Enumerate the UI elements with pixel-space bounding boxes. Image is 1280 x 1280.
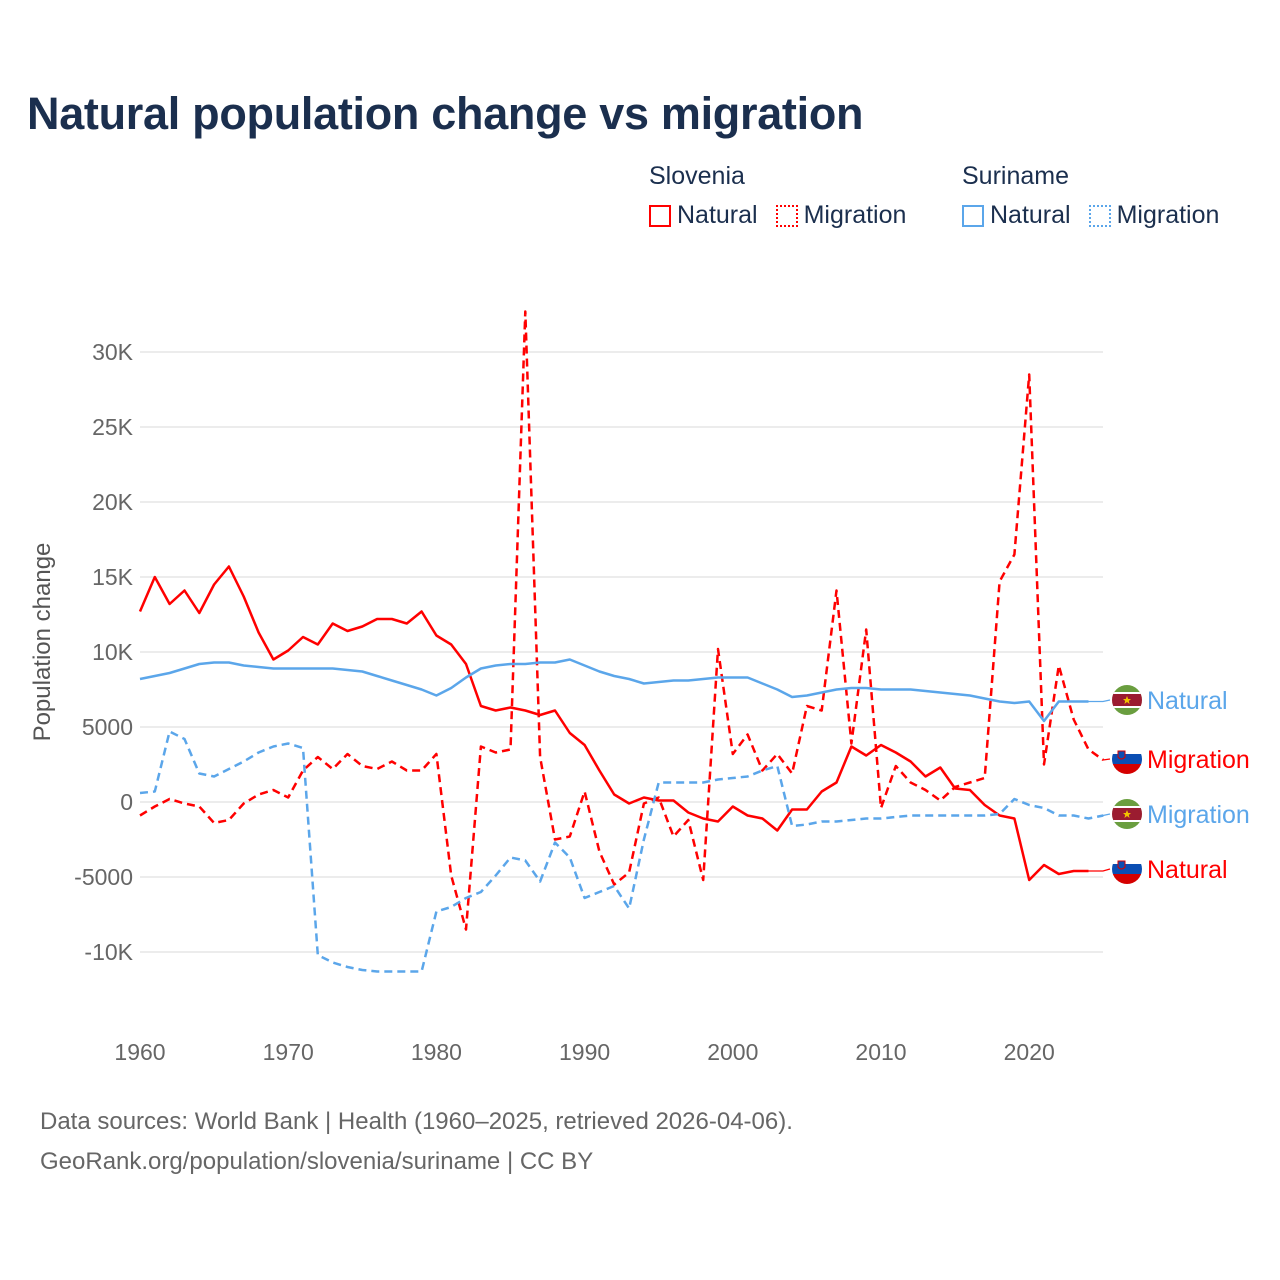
end-label: Migration xyxy=(1147,801,1250,829)
footer-link[interactable]: GeoRank.org/population/slovenia/suriname… xyxy=(40,1148,594,1175)
series-line-suriname-natural xyxy=(139,658,1089,723)
x-tick-label: 1980 xyxy=(411,1039,462,1065)
flag-red xyxy=(1112,764,1142,774)
series-line-slovenia-migration xyxy=(139,310,1105,931)
flag-coat xyxy=(1117,860,1126,870)
end-label: Natural xyxy=(1147,856,1228,884)
x-tick-label: 2000 xyxy=(707,1039,758,1065)
legend-item-slovenia-natural[interactable]: Natural xyxy=(649,201,758,230)
legend-swatch-solid xyxy=(649,204,671,227)
flag-star xyxy=(1123,810,1131,818)
y-axis-label: Population change xyxy=(29,543,56,742)
legend-label: Natural xyxy=(677,201,758,229)
legend-label: Migration xyxy=(803,201,907,229)
legend-item-suriname-migration[interactable]: Migration xyxy=(1088,201,1220,230)
y-tick-label: -5000 xyxy=(74,864,133,890)
flag-stripes xyxy=(1112,854,1142,884)
x-tick-label: 1970 xyxy=(263,1039,314,1065)
label-connector xyxy=(1102,758,1111,761)
y-tick-label: 0 xyxy=(120,789,133,815)
flag-stripes xyxy=(1112,744,1142,774)
end-labels: Natural Migration Migration Natural xyxy=(1088,685,1250,884)
series-lines xyxy=(138,310,1105,973)
legend-group-suriname: Suriname Natural Migration xyxy=(962,162,1219,230)
legend-label: Natural xyxy=(990,201,1071,229)
y-tick-label: 20K xyxy=(92,489,134,515)
flag-stripes xyxy=(1112,685,1142,715)
y-tick-label: 30K xyxy=(92,339,134,365)
flag-white xyxy=(1112,854,1142,864)
x-tick-label: 2020 xyxy=(1004,1039,1055,1065)
y-tick-label: 15K xyxy=(92,564,134,590)
y-axis-ticks: -10K -5000 0 5000 10K 15K 20K 25K 30K xyxy=(74,339,133,965)
legend-swatch-dotted xyxy=(775,204,798,227)
label-connector xyxy=(1102,813,1111,817)
end-label: Migration xyxy=(1147,746,1250,774)
flag-red xyxy=(1112,874,1142,884)
flag-blue xyxy=(1112,754,1142,764)
chart-title: Natural population change vs migration xyxy=(27,88,864,139)
y-tick-label: -10K xyxy=(84,939,133,965)
x-tick-label: 1990 xyxy=(559,1039,610,1065)
suriname-flag-icon xyxy=(1112,685,1142,715)
end-label: Natural xyxy=(1147,687,1228,715)
label-connector xyxy=(1088,868,1111,872)
legend-item-suriname-natural[interactable]: Natural xyxy=(962,201,1071,230)
footer-source: Data sources: World Bank | Health (1960–… xyxy=(40,1108,793,1135)
x-tick-label: 1960 xyxy=(114,1039,165,1065)
label-connector xyxy=(1088,699,1111,703)
flag-blue xyxy=(1112,864,1142,874)
flag-stripes xyxy=(1112,799,1142,829)
slovenia-flag-icon xyxy=(1112,854,1142,884)
y-tick-label: 25K xyxy=(92,414,134,440)
slovenia-flag-icon xyxy=(1112,744,1142,774)
series-line-suriname-migration xyxy=(139,730,1104,973)
legend-group-title: Slovenia xyxy=(649,162,745,190)
legend-group-slovenia: Slovenia Natural Migration xyxy=(649,162,906,230)
grid xyxy=(140,351,1103,953)
flag-coat xyxy=(1117,750,1126,760)
legend-swatch-dotted xyxy=(1088,204,1111,227)
legend-label: Migration xyxy=(1116,201,1220,229)
series-line-slovenia-natural xyxy=(138,565,1089,882)
legend-group-title: Suriname xyxy=(962,162,1069,190)
suriname-flag-icon xyxy=(1112,799,1142,829)
y-tick-label: 5000 xyxy=(82,714,133,740)
legend-item-slovenia-migration[interactable]: Migration xyxy=(775,201,907,230)
y-tick-label: 10K xyxy=(92,639,134,665)
flag-star xyxy=(1123,696,1131,704)
legend-swatch-solid xyxy=(962,204,984,227)
x-tick-label: 2010 xyxy=(855,1039,906,1065)
flag-white xyxy=(1112,744,1142,754)
x-axis-ticks: 1960 1970 1980 1990 2000 2010 2020 xyxy=(114,1039,1054,1065)
